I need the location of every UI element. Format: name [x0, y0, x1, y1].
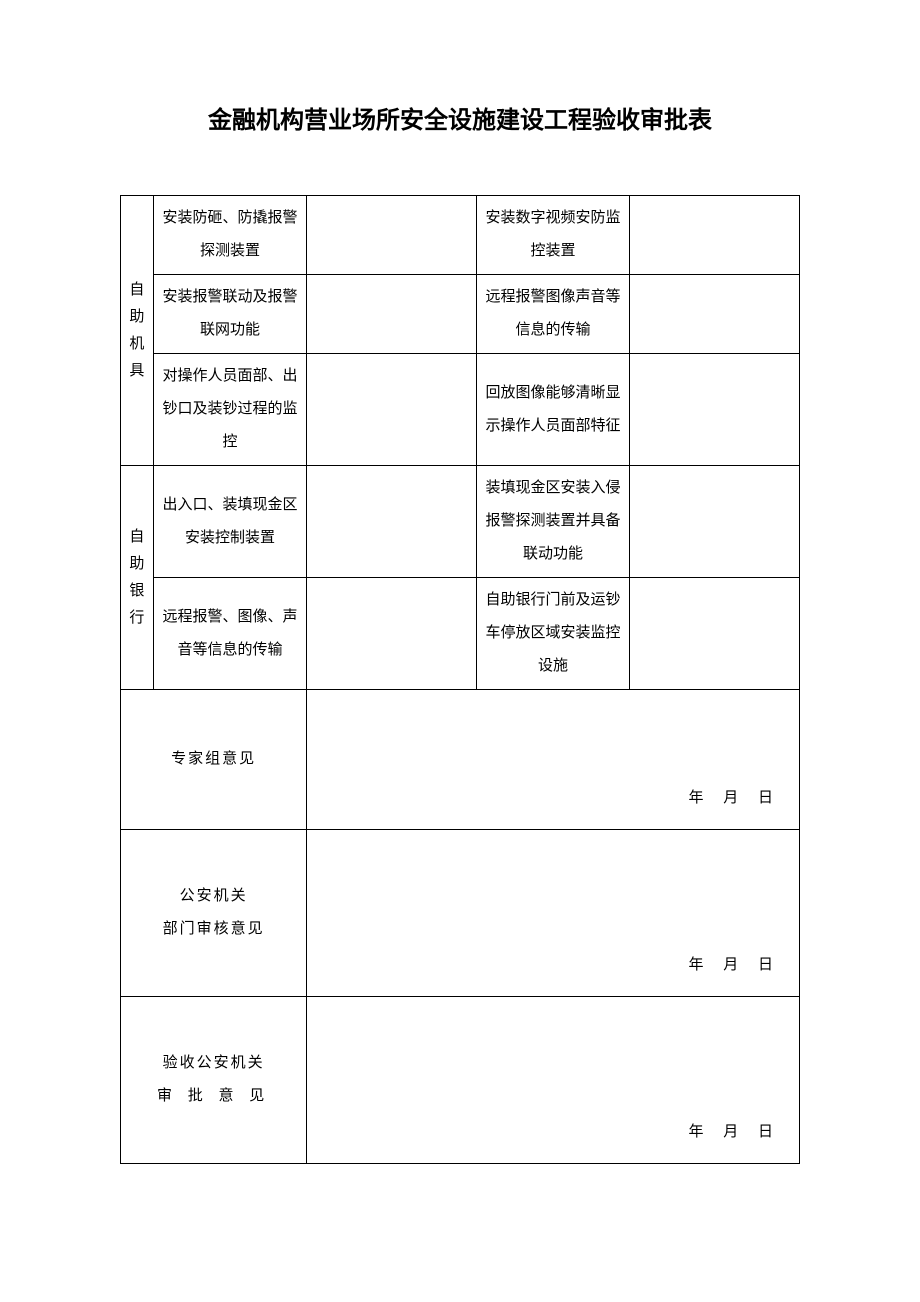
opinion-row-expert: 专家组意见 年 月 日 — [121, 690, 800, 830]
value-cell — [630, 196, 800, 275]
item-cell: 对操作人员面部、出钞口及装钞过程的监控 — [153, 354, 306, 466]
item-cell: 出入口、装填现金区安装控制装置 — [153, 466, 306, 578]
value-cell — [307, 275, 477, 354]
item-cell: 安装报警联动及报警联网功能 — [153, 275, 306, 354]
value-cell — [307, 354, 477, 466]
section-label-self-service-bank: 自助银行 — [121, 466, 154, 690]
section-label-self-service-equipment: 自助机具 — [121, 196, 154, 466]
item-cell: 远程报警、图像、声音等信息的传输 — [153, 578, 306, 690]
item-cell: 安装防砸、防撬报警探测装置 — [153, 196, 306, 275]
opinion-label-acceptance: 验收公安机关 审 批 意 见 — [121, 997, 307, 1164]
value-cell — [630, 354, 800, 466]
item-cell: 回放图像能够清晰显示操作人员面部特征 — [476, 354, 629, 466]
opinion-label-police-dept: 公安机关 部门审核意见 — [121, 830, 307, 997]
date-stub: 年 月 日 — [688, 790, 781, 806]
table-row: 安装报警联动及报警联网功能 远程报警图像声音等信息的传输 — [121, 275, 800, 354]
table-row: 自助机具 安装防砸、防撬报警探测装置 安装数字视频安防监控装置 — [121, 196, 800, 275]
table-row: 对操作人员面部、出钞口及装钞过程的监控 回放图像能够清晰显示操作人员面部特征 — [121, 354, 800, 466]
value-cell — [630, 466, 800, 578]
opinion-label-expert: 专家组意见 — [121, 690, 307, 830]
item-cell: 远程报警图像声音等信息的传输 — [476, 275, 629, 354]
date-stub: 年 月 日 — [688, 957, 781, 973]
value-cell — [307, 196, 477, 275]
date-stub: 年 月 日 — [688, 1124, 781, 1140]
opinion-body-police-dept: 年 月 日 — [307, 830, 800, 997]
opinion-row-police-dept: 公安机关 部门审核意见 年 月 日 — [121, 830, 800, 997]
opinion-body-expert: 年 月 日 — [307, 690, 800, 830]
item-cell: 装填现金区安装入侵报警探测装置并具备联动功能 — [476, 466, 629, 578]
opinion-row-acceptance: 验收公安机关 审 批 意 见 年 月 日 — [121, 997, 800, 1164]
item-cell: 安装数字视频安防监控装置 — [476, 196, 629, 275]
document-page: 金融机构营业场所安全设施建设工程验收审批表 自助机具 安装防砸、防撬报警探测装置… — [0, 0, 920, 1224]
value-cell — [307, 466, 477, 578]
value-cell — [630, 275, 800, 354]
opinion-body-acceptance: 年 月 日 — [307, 997, 800, 1164]
item-cell: 自助银行门前及运钞车停放区域安装监控设施 — [476, 578, 629, 690]
table-row: 远程报警、图像、声音等信息的传输 自助银行门前及运钞车停放区域安装监控设施 — [121, 578, 800, 690]
page-title: 金融机构营业场所安全设施建设工程验收审批表 — [120, 100, 800, 135]
value-cell — [630, 578, 800, 690]
value-cell — [307, 578, 477, 690]
approval-table: 自助机具 安装防砸、防撬报警探测装置 安装数字视频安防监控装置 安装报警联动及报… — [120, 195, 800, 1164]
table-row: 自助银行 出入口、装填现金区安装控制装置 装填现金区安装入侵报警探测装置并具备联… — [121, 466, 800, 578]
